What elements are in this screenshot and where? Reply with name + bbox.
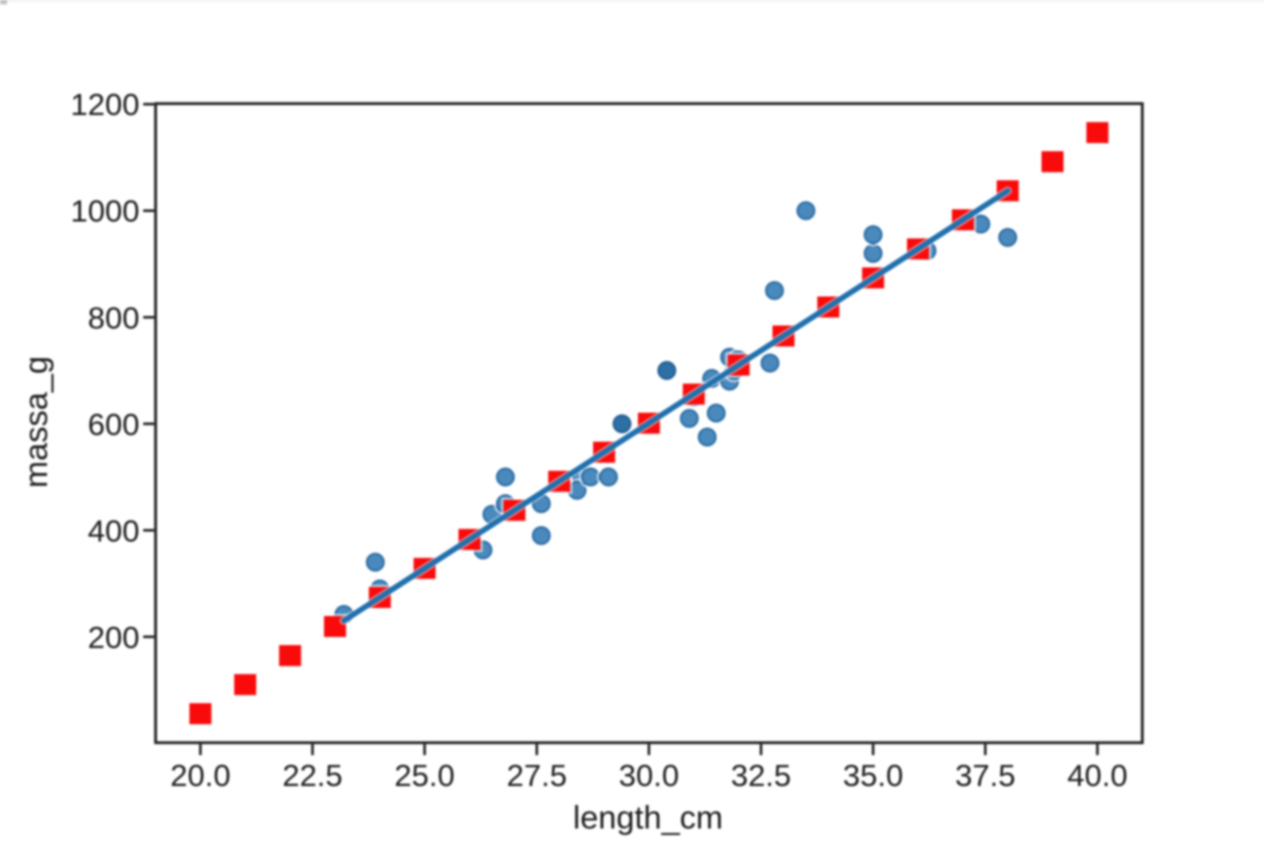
svg-text:35.0: 35.0: [843, 758, 903, 793]
svg-text:800: 800: [88, 300, 140, 335]
svg-text:40.0: 40.0: [1067, 758, 1127, 793]
svg-text:20.0: 20.0: [170, 758, 230, 793]
svg-text:length_cm: length_cm: [573, 800, 723, 836]
svg-text:25.0: 25.0: [394, 758, 454, 793]
svg-text:37.5: 37.5: [955, 758, 1015, 793]
svg-text:1000: 1000: [71, 194, 140, 229]
svg-text:22.5: 22.5: [282, 758, 342, 793]
svg-text:32.5: 32.5: [731, 758, 791, 793]
svg-text:27.5: 27.5: [507, 758, 567, 793]
svg-text:200: 200: [88, 620, 140, 655]
svg-text:600: 600: [88, 407, 140, 442]
svg-text:1200: 1200: [71, 87, 140, 122]
svg-text:massa_g: massa_g: [18, 356, 54, 488]
svg-text:30.0: 30.0: [619, 758, 679, 793]
svg-text:400: 400: [88, 513, 140, 548]
